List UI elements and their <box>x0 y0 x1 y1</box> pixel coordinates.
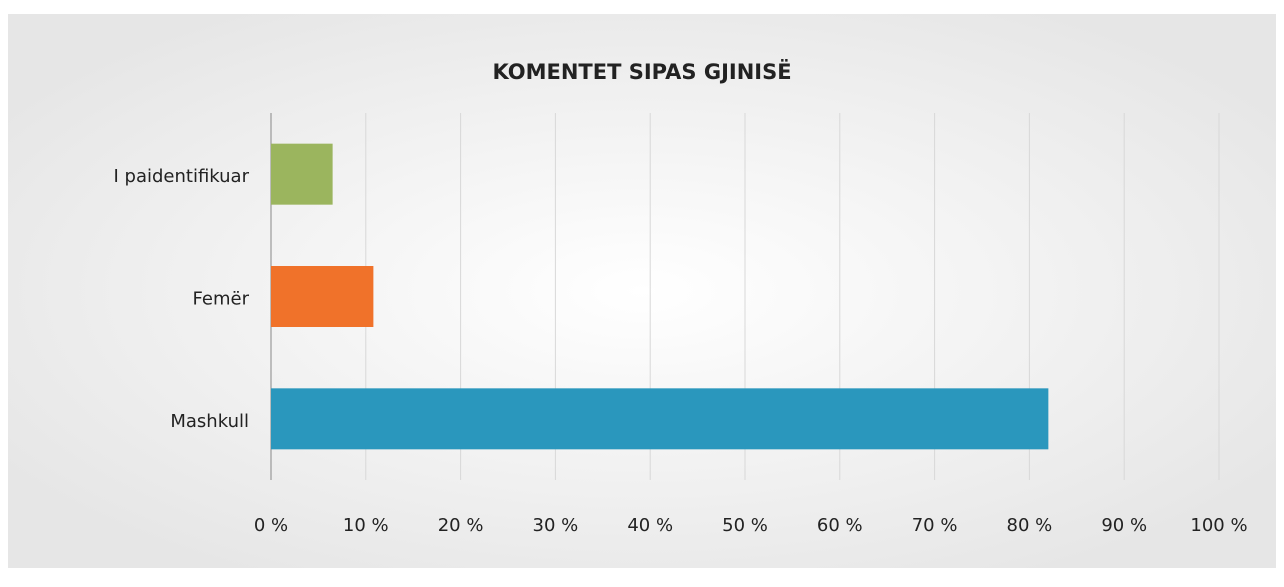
bar <box>271 266 374 327</box>
x-tick-label: 70 % <box>912 515 958 536</box>
y-tick-label: I paidentifikuar <box>113 166 249 187</box>
x-tick-label: 100 % <box>1190 515 1247 536</box>
chart-title: KOMENTET SIPAS GJINISË <box>492 59 791 84</box>
x-tick-label: 60 % <box>817 515 863 536</box>
x-tick-label: 0 % <box>254 515 288 536</box>
y-tick-label: Femër <box>193 289 250 310</box>
panel <box>8 14 1276 568</box>
x-tick-label: 20 % <box>438 515 484 536</box>
bar <box>271 143 333 205</box>
bar <box>271 388 1049 450</box>
x-tick-label: 50 % <box>722 515 768 536</box>
x-tick-label: 30 % <box>533 515 579 536</box>
x-tick-label: 40 % <box>627 515 673 536</box>
x-tick-label: 80 % <box>1007 515 1053 536</box>
y-tick-label: Mashkull <box>170 411 249 432</box>
x-tick-label: 10 % <box>343 515 389 536</box>
x-tick-label: 90 % <box>1101 515 1147 536</box>
